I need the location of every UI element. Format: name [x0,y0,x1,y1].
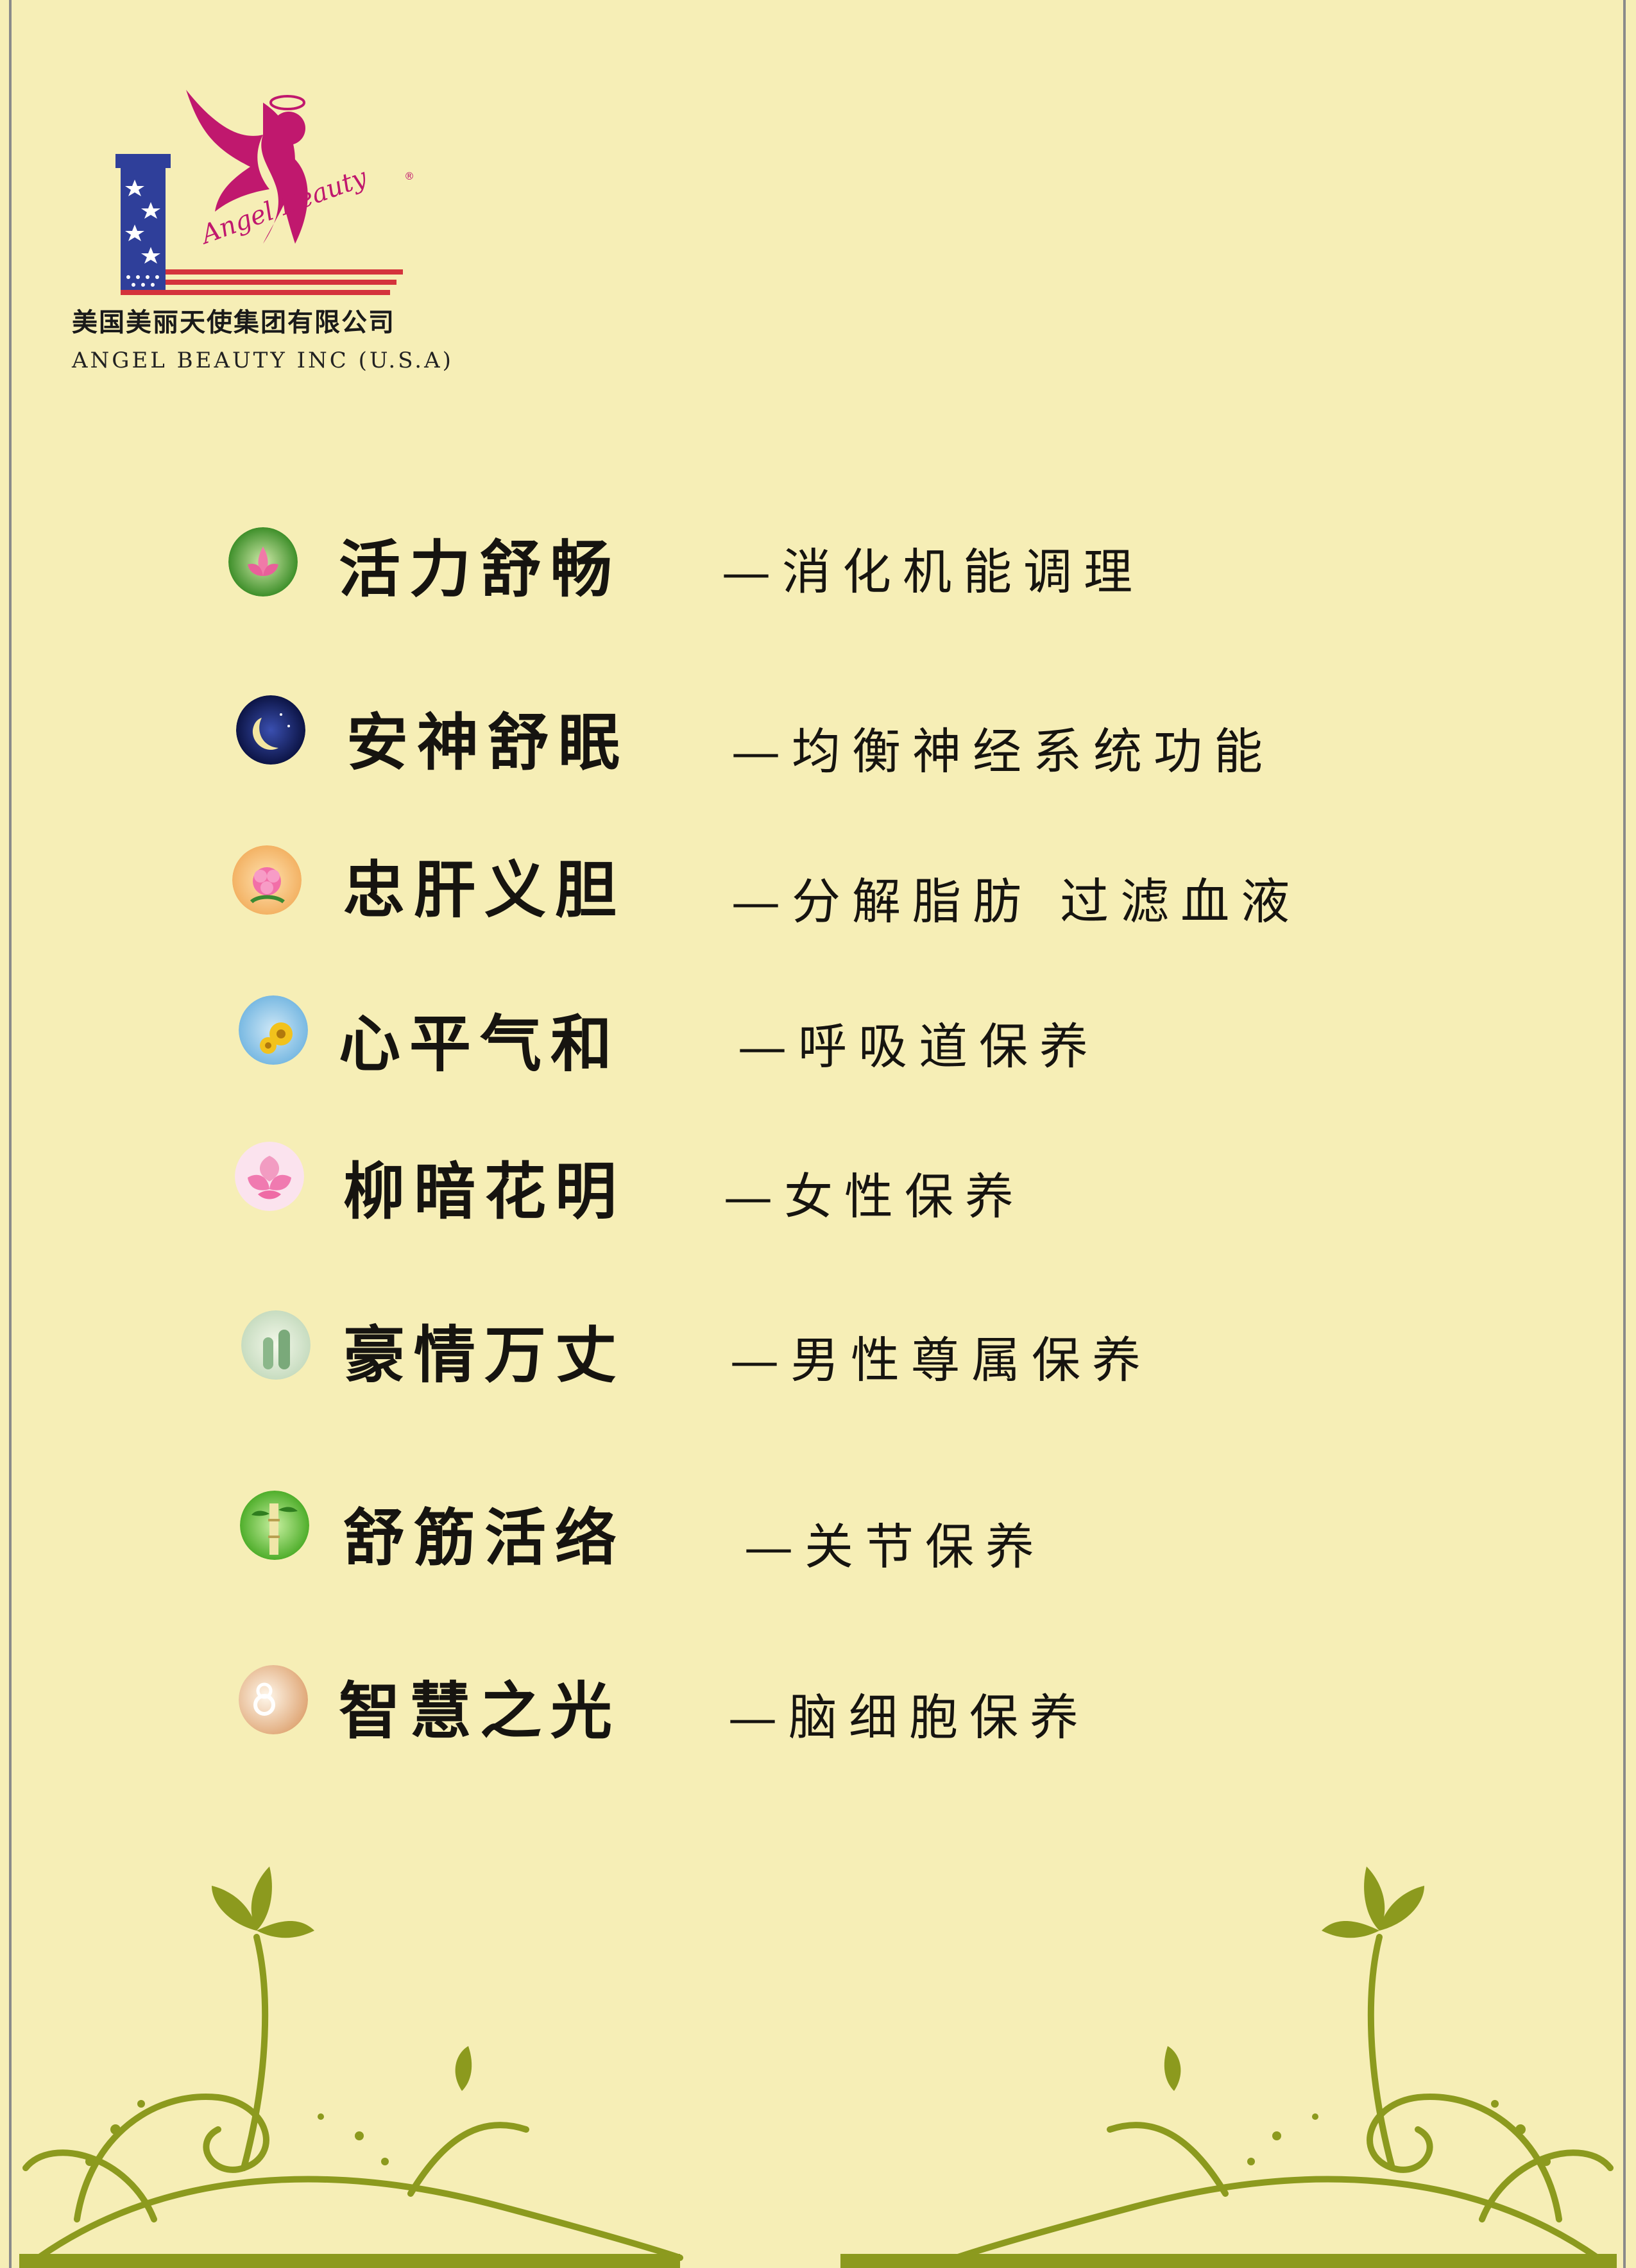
floral-ornament [19,1866,1617,2268]
item-description: —男性尊属保养 [730,1332,1152,1389]
item-title: 心平气和 [339,1008,621,1080]
item-description: —消化机能调理 [722,543,1144,600]
company-name-en: ANGEL BEAUTY INC (U.S.A) [72,348,454,373]
list-item: 舒筋活络 —关节保养 [0,1488,1636,1575]
item-title: 安神舒眠 [346,706,629,779]
list-item: 豪情万丈 —男性尊属保养 [0,1305,1636,1391]
list-item: 心平气和 —呼吸道保养 [0,994,1636,1080]
item-title: 舒筋活络 [343,1502,626,1574]
angel-beauty-logo: Angel Beauty ® [115,90,414,295]
item-description: —分解脂肪 过滤血液 [731,873,1302,930]
moon-icon [236,695,305,765]
item-title: 智慧之光 [339,1675,621,1747]
item-description: —均衡神经系统功能 [731,723,1274,780]
list-item: 忠肝义胆 —分解脂肪 过滤血液 [0,840,1636,930]
company-name-cn: 美国美丽天使集团有限公司 [72,308,395,337]
list-item: 柳暗花明 —女性保养 [0,1142,1636,1228]
item-title: 活力舒畅 [339,533,621,605]
list-item: 活力舒畅 —消化机能调理 [0,520,1636,605]
right-border-line [1623,0,1626,2268]
cactus-icon [241,1310,311,1380]
item-title: 忠肝义胆 [343,854,626,926]
bamboo-icon [240,1491,309,1560]
item-title: 豪情万丈 [343,1319,626,1391]
registered-mark: ® [404,170,414,182]
item-description: —关节保养 [744,1518,1046,1575]
flower-icon [232,845,302,915]
sunflower-icon [239,995,308,1065]
item-title: 柳暗花明 [343,1155,626,1228]
left-border-line [9,0,12,2268]
list-item: 安神舒眠 —均衡神经系统功能 [0,693,1636,780]
peony-icon [235,1142,304,1211]
item-description: —脑细胞保养 [728,1689,1090,1746]
item-description: —呼吸道保养 [738,1018,1100,1075]
light-icon [239,1665,308,1734]
list-item: 智慧之光 —脑细胞保养 [0,1661,1636,1747]
lotus-icon [228,527,298,597]
item-description: —女性保养 [724,1168,1025,1225]
